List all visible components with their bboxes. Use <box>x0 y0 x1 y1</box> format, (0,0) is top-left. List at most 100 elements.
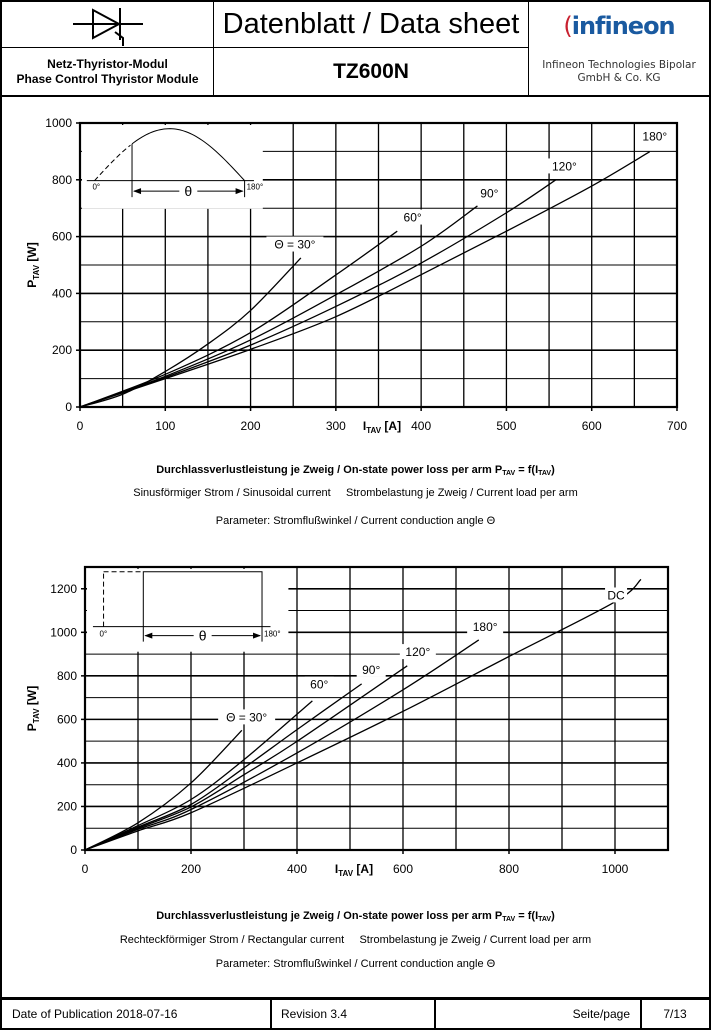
arrow-head-right-icon <box>253 632 262 639</box>
page-label: Seite/page <box>434 998 642 1030</box>
y-tick-label: 1200 <box>50 582 77 596</box>
chart-rectangular: 0° θ 180° 0 200 400 600 800 1000 0 200 400 600 800 100… <box>25 565 670 878</box>
series-label: 120° <box>405 645 430 659</box>
current-shape: Rechteckförmiger Strom / Rectangular cur… <box>119 934 345 946</box>
series-label-bg <box>399 644 436 660</box>
inset-background <box>87 569 289 652</box>
y-axis-label: PTAV [W] <box>25 686 41 731</box>
inset-angle-label-bg <box>193 627 212 644</box>
inset-sine-wave <box>131 128 245 181</box>
chart1-subtitle: Sinusförmiger Strom / Sinusoidal current… <box>0 487 711 499</box>
series-label-bg <box>636 128 673 144</box>
inset-end-label: 180° <box>264 630 281 639</box>
series-line-30° <box>84 729 243 851</box>
series-label: 180° <box>473 620 498 634</box>
y-tick-label: 800 <box>57 669 77 683</box>
x-tick-label: 700 <box>667 419 687 433</box>
x-tick-label: 400 <box>411 419 431 433</box>
series-line-120° <box>79 179 557 408</box>
thyristor-icon <box>72 7 143 46</box>
module-type: Netz-Thyristor-Modul Phase Control Thyri… <box>0 47 214 96</box>
series-label: 180° <box>642 130 667 144</box>
series-label-bg <box>474 185 504 201</box>
series-line-30° <box>79 257 302 408</box>
arrow-head-left-icon <box>133 188 142 195</box>
x-tick-label: 300 <box>326 419 346 433</box>
infineon-logo: (infineon <box>563 11 675 40</box>
series-line-90° <box>79 205 478 408</box>
series-label-bg <box>356 661 386 677</box>
x-tick-label: 0 <box>82 862 89 876</box>
x-tick-label: 200 <box>241 419 261 433</box>
thyristor-symbol <box>0 0 214 48</box>
series-line-60° <box>79 230 398 408</box>
series-label-bg <box>266 236 324 252</box>
plot-frame <box>83 565 670 852</box>
inset-start-label: 0° <box>100 630 108 639</box>
x-tick-label: 400 <box>287 862 307 876</box>
x-tick-label: 500 <box>496 419 516 433</box>
x-axis-label: ITAV [A] <box>363 419 401 435</box>
inset-start-label: 0° <box>92 183 100 192</box>
series-line-180° <box>84 639 480 851</box>
inset-angle-label: θ <box>184 183 192 199</box>
current-shape: Sinusförmiger Strom / Sinusoidal current <box>133 487 331 499</box>
series-label: 60° <box>404 211 422 225</box>
company-name: Infineon Technologies Bipolar GmbH & Co. … <box>542 59 696 85</box>
series-label-bg <box>398 209 428 225</box>
page-number: 7/13 <box>640 998 711 1030</box>
chart2-title: Durchlassverlustleistung je Zweig / On-s… <box>156 910 555 923</box>
series-label: 60° <box>310 678 328 692</box>
series-label: DC <box>607 588 625 602</box>
company-block: (infineon Infineon Technologies Bipolar G… <box>528 0 711 96</box>
series-label-bg <box>218 709 276 725</box>
series-line-120° <box>84 665 408 851</box>
x-tick-label: 800 <box>499 862 519 876</box>
y-tick-label: 800 <box>52 173 72 187</box>
inset-background <box>82 125 263 209</box>
module-type-de: Netz-Thyristor-Modul <box>47 56 168 71</box>
revision: Revision 3.4 <box>270 998 436 1030</box>
module-type-en: Phase Control Thyristor Module <box>16 71 199 86</box>
series-label: Θ = 30° <box>226 710 267 724</box>
y-axis-label: PTAV [W] <box>25 242 41 287</box>
series-label: 90° <box>480 186 498 200</box>
series-label-bg <box>605 587 628 603</box>
inset-angle-label: θ <box>199 628 207 644</box>
y-tick-label: 600 <box>57 712 77 726</box>
series-line-180° <box>79 151 651 408</box>
plot-frame <box>78 121 679 409</box>
inset-end-label: 180° <box>247 183 264 192</box>
series-label-bg <box>467 619 504 635</box>
y-tick-label: 600 <box>52 230 72 244</box>
chart1-parameter: Parameter: Stromflußwinkel / Current con… <box>215 515 496 527</box>
series-label: Θ = 30° <box>274 238 315 252</box>
inset-rect-pulse <box>142 571 263 642</box>
arrow-head-left-icon <box>144 632 153 639</box>
chart1-title: Durchlassverlustleistung je Zweig / On-s… <box>156 464 555 477</box>
part-number: TZ600N <box>213 47 529 96</box>
y-tick-label: 200 <box>57 799 77 813</box>
x-tick-label: 100 <box>155 419 175 433</box>
series-line-DC <box>84 578 642 851</box>
company-line-1: Infineon Technologies Bipolar <box>542 59 696 72</box>
series-label: 90° <box>362 663 380 677</box>
document-title: Datenblatt / Data sheet <box>213 0 529 48</box>
x-tick-label: 1000 <box>602 862 629 876</box>
series-label-bg <box>546 158 583 174</box>
inset-angle-label-bg <box>179 183 198 200</box>
publication-date: Date of Publication 2018-07-16 <box>0 998 272 1030</box>
x-axis-label: ITAV [A] <box>335 862 373 878</box>
chart2-subtitle: Rechteckförmiger Strom / Rectangular cur… <box>0 934 711 946</box>
x-tick-label: 0 <box>77 419 84 433</box>
y-tick-label: 0 <box>65 400 72 414</box>
series-label: 120° <box>552 159 577 173</box>
x-tick-label: 600 <box>393 862 413 876</box>
series-line-90° <box>84 683 363 851</box>
inset-dashed-wave <box>94 144 131 181</box>
x-tick-label: 200 <box>181 862 201 876</box>
y-tick-label: 1000 <box>45 116 72 130</box>
chart2-parameter: Parameter: Stromflußwinkel / Current con… <box>215 958 496 970</box>
y-tick-label: 1000 <box>50 625 77 639</box>
current-load: Strombelastung je Zweig / Current load p… <box>359 934 592 946</box>
